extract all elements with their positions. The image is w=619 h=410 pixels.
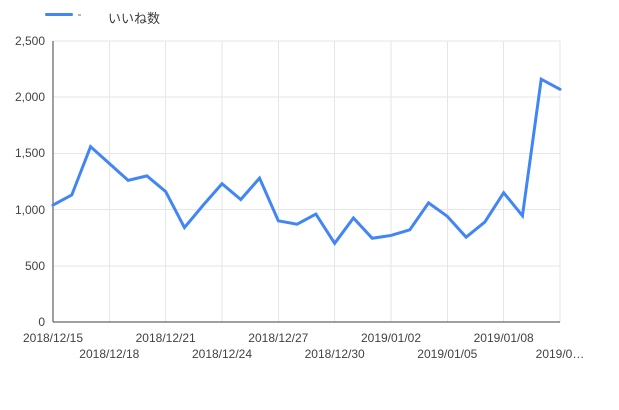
legend: いいね数 bbox=[0, 0, 619, 30]
series-line bbox=[51, 76, 562, 246]
x-tick-label: 2019/01/05 bbox=[417, 347, 478, 361]
x-tick-label: 2018/12/30 bbox=[304, 347, 365, 361]
y-tick-label: 500 bbox=[24, 258, 45, 273]
x-tick-label: 2019/0… bbox=[535, 347, 585, 361]
y-tick-label: 1,000 bbox=[14, 202, 45, 217]
y-tick-label: 2,000 bbox=[14, 90, 45, 105]
x-tick-label: 2018/12/18 bbox=[79, 347, 140, 361]
legend-line-swatch bbox=[45, 13, 73, 16]
y-tick-label: 2,500 bbox=[14, 34, 45, 48]
legend-series-label: いいね数 bbox=[108, 11, 161, 26]
y-tick-label: 1,500 bbox=[14, 146, 45, 161]
y-tick-label: 0 bbox=[38, 315, 45, 329]
x-tick-label: 2018/12/15 bbox=[22, 331, 84, 345]
x-tick-label: 2018/12/24 bbox=[191, 347, 253, 361]
x-tick-label: 2019/01/08 bbox=[473, 331, 534, 345]
x-tick-label: 2018/12/27 bbox=[248, 331, 309, 345]
x-tick-label: 2019/01/02 bbox=[360, 331, 422, 345]
legend-marker-dot bbox=[78, 14, 81, 16]
x-tick-label: 2018/12/21 bbox=[135, 331, 196, 345]
